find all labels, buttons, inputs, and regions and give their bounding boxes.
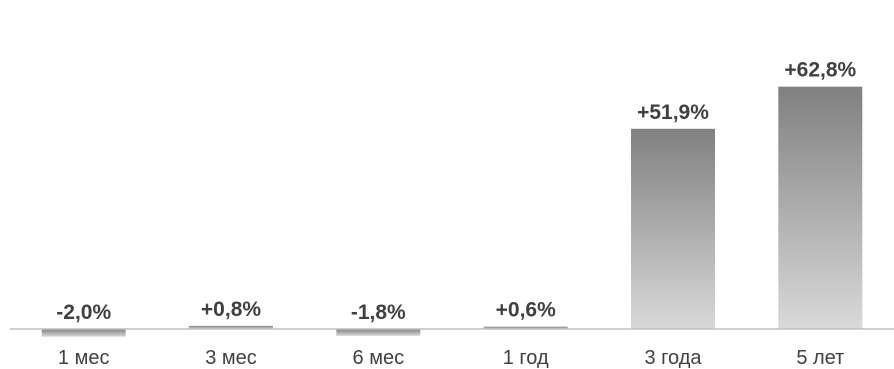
bar-5 xyxy=(631,128,715,329)
bar-6 xyxy=(778,86,863,329)
x-tick-labels-group: 1 мес 3 мес 6 мес 1 год 3 года 5 лет xyxy=(58,347,844,369)
data-label-4: +0,6% xyxy=(496,299,556,322)
bar-3 xyxy=(336,329,421,336)
x-tick-label-4: 1 год xyxy=(503,347,549,369)
bar-2 xyxy=(189,325,273,329)
x-tick-label-5: 3 года xyxy=(644,347,702,369)
x-tick-label-6: 5 лет xyxy=(796,347,844,369)
data-label-6: +62,8% xyxy=(784,59,856,82)
data-label-1: -2,0% xyxy=(56,301,111,324)
bars-group xyxy=(41,86,863,337)
x-tick-label-1: 1 мес xyxy=(58,347,110,369)
data-labels-group: -2,0% +0,8% -1,8% +0,6% +51,9% +62,8% xyxy=(56,59,856,324)
x-tick-label-2: 3 мес xyxy=(205,347,257,369)
x-tick-label-3: 6 мес xyxy=(353,347,405,369)
bar-1 xyxy=(41,329,126,337)
data-label-2: +0,8% xyxy=(201,298,261,321)
bar-4 xyxy=(483,326,568,329)
data-label-3: -1,8% xyxy=(351,301,406,324)
data-label-5: +51,9% xyxy=(637,101,709,124)
